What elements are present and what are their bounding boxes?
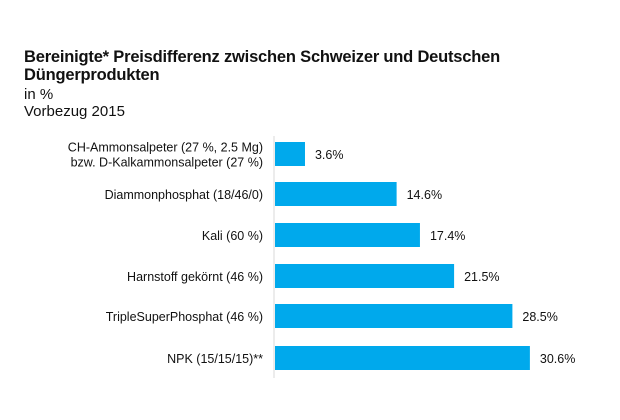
data-label: 21.5%	[464, 270, 499, 284]
category-label: Kali (60 %)	[202, 229, 263, 243]
data-label: 30.6%	[540, 352, 575, 366]
category-label: TripleSuperPhosphat (46 %)	[106, 310, 263, 324]
chart-title: Bereinigte* Preisdifferenz zwischen Schw…	[24, 48, 500, 84]
bar	[275, 223, 420, 247]
data-label: 28.5%	[522, 310, 557, 324]
category-label: Harnstoff gekörnt (46 %)	[127, 270, 263, 284]
bar	[275, 182, 397, 206]
data-label: 17.4%	[430, 229, 465, 243]
data-label: 3.6%	[315, 148, 344, 162]
bar	[275, 264, 455, 288]
bar	[275, 304, 513, 328]
bar	[275, 346, 530, 370]
bar	[275, 142, 305, 166]
category-label: bzw. D-Kalkammonsalpeter (27 %)	[71, 156, 263, 170]
chart-subtitle-period: Vorbezug 2015	[24, 103, 125, 120]
category-label: NPK (15/15/15)**	[167, 352, 263, 366]
chart-subtitle-unit: in %	[24, 86, 54, 103]
category-label: CH-Ammonsalpeter (27 %, 2.5 Mg)	[68, 141, 263, 155]
data-label: 14.6%	[407, 188, 442, 202]
category-label: Diammonphosphat (18/46/0)	[105, 188, 263, 202]
